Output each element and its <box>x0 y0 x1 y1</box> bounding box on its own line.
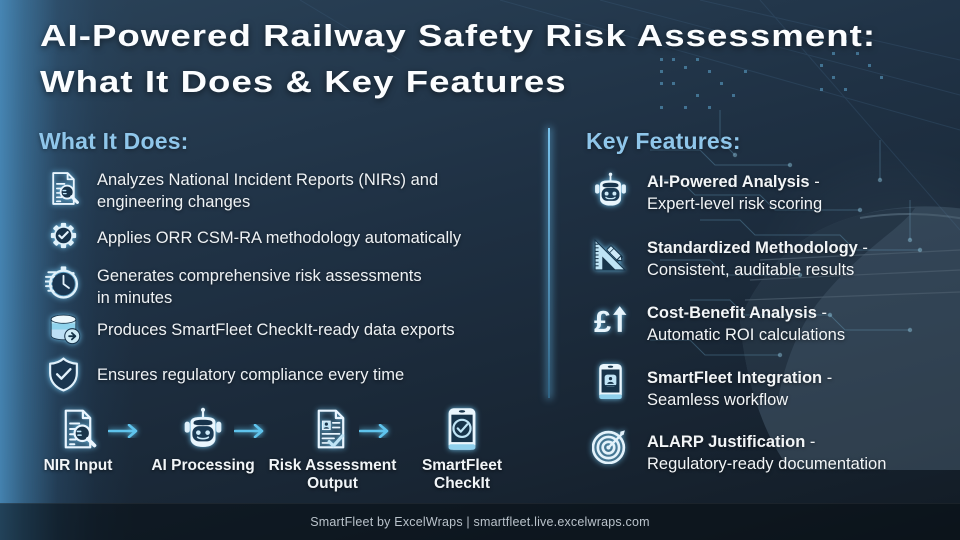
svg-text:£: £ <box>594 304 611 337</box>
